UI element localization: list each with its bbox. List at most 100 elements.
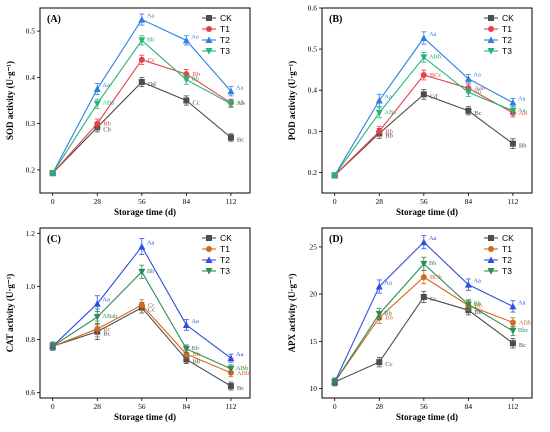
- plot-frame: [39, 7, 251, 194]
- data-point: [93, 313, 101, 321]
- data-point: [331, 378, 339, 386]
- legend-marker: [488, 26, 494, 32]
- data-point: [49, 343, 57, 350]
- significance-label: ABa: [384, 109, 396, 116]
- legend-label: T1: [502, 244, 512, 254]
- y-tick-label: 0.2: [308, 168, 318, 177]
- data-point: [183, 356, 190, 363]
- legend-entry-T2: T2: [202, 255, 230, 265]
- data-point: [375, 282, 383, 290]
- series-line: [334, 296, 514, 383]
- legend-entry-T1: T1: [202, 24, 230, 34]
- legend-entry-CK: CK: [484, 13, 514, 23]
- data-point: [375, 109, 383, 117]
- x-tick-label: 56: [138, 197, 146, 206]
- legend-marker: [487, 36, 495, 43]
- series-T2: Aa Aa Aa Aa: [49, 238, 244, 363]
- series-CK: Bb Cd Bc Bb: [331, 89, 527, 179]
- data-point: [464, 89, 472, 96]
- series-line: [334, 93, 514, 176]
- y-tick-label: 0.5: [26, 27, 36, 36]
- data-point: [509, 98, 517, 106]
- panel-label: (C): [47, 234, 61, 245]
- significance-label: Aa: [147, 240, 155, 247]
- series-line: [52, 59, 232, 174]
- significance-label: Bc: [103, 326, 110, 333]
- data-point: [420, 238, 428, 246]
- data-point: [420, 260, 428, 268]
- significance-label: Aa: [473, 72, 481, 79]
- data-point: [138, 268, 146, 276]
- legend-entry-T2: T2: [202, 35, 230, 45]
- chart-panel-3: 0 28 56 84 112 0.6 0.8 1.0 1.2 Storage time (d) CA…: [5, 227, 251, 422]
- significance-label: Bb: [192, 358, 200, 365]
- significance-label: Bb: [147, 36, 155, 43]
- legend-entry-CK: CK: [484, 233, 514, 243]
- legend-label: CK: [220, 13, 232, 23]
- plot-frame: [321, 7, 533, 194]
- legend-label: T3: [502, 46, 512, 56]
- significance-label: Cc: [192, 100, 199, 107]
- data-point: [509, 302, 517, 310]
- legend-label: T2: [502, 35, 512, 45]
- y-axis-title: APX activity (U·g⁻¹): [287, 274, 297, 353]
- data-point: [138, 242, 146, 250]
- x-axis-title: Storage time (d): [396, 207, 458, 217]
- panel-label: (B): [329, 14, 342, 25]
- legend-label: T3: [220, 266, 230, 276]
- significance-label: Cc: [148, 307, 155, 314]
- legend-marker: [487, 48, 495, 55]
- legend-label: T2: [502, 255, 512, 265]
- data-point: [138, 79, 145, 85]
- significance-label: Cd: [430, 93, 438, 100]
- series-CK: Bc Cc Bb Bc: [49, 301, 244, 392]
- x-tick-label: 112: [225, 197, 236, 206]
- significance-label: Aa: [518, 107, 526, 114]
- data-point: [227, 100, 235, 108]
- legend-label: T2: [220, 255, 230, 265]
- data-point: [375, 96, 383, 104]
- series-T2: Aa Aa Aa Aa: [49, 13, 244, 177]
- legend-marker: [206, 26, 212, 32]
- data-point: [227, 354, 235, 362]
- legend-entry-CK: CK: [202, 13, 232, 23]
- series-T1: Bb BCc Aab Ad: [331, 69, 528, 179]
- data-point: [331, 172, 339, 179]
- data-point: [227, 383, 234, 390]
- legend-marker: [487, 268, 495, 275]
- legend-label: T1: [220, 244, 230, 254]
- significance-label: Bb: [473, 301, 481, 308]
- data-point: [227, 365, 235, 373]
- legend-label: T2: [220, 35, 230, 45]
- y-tick-label: 1.2: [26, 229, 36, 238]
- x-axis-title: Storage time (d): [114, 207, 176, 217]
- significance-label: Bb: [191, 76, 199, 83]
- significance-label: Bb: [384, 310, 392, 317]
- significance-label: Bb: [385, 315, 393, 322]
- significance-label: Bb: [103, 121, 111, 128]
- significance-label: ABb: [237, 370, 249, 377]
- y-tick-label: 0.3: [308, 127, 318, 136]
- significance-label: Bc: [103, 331, 110, 338]
- y-tick-label: 20: [310, 290, 318, 299]
- x-axis-title: Storage time (d): [396, 412, 458, 422]
- y-axis-title: CAT activity (U·g⁻¹): [5, 274, 15, 353]
- legend-marker: [488, 235, 494, 241]
- significance-label: Bb: [429, 260, 437, 267]
- y-axis-title: SOD activity (U·g⁻¹): [5, 61, 15, 140]
- panel-label: (A): [47, 14, 61, 25]
- significance-label: Bb: [385, 128, 393, 135]
- x-tick-label: 0: [333, 197, 337, 206]
- significance-label: ABa: [102, 100, 114, 107]
- x-tick-label: 0: [333, 402, 337, 411]
- x-tick-label: 28: [376, 197, 384, 206]
- significance-label: Aa: [102, 82, 110, 89]
- significance-label: Cc: [148, 302, 155, 309]
- y-tick-label: 0.5: [308, 45, 318, 54]
- data-point: [509, 340, 516, 347]
- data-point: [183, 71, 190, 78]
- significance-label: Bb: [192, 351, 200, 358]
- legend-marker: [205, 36, 213, 43]
